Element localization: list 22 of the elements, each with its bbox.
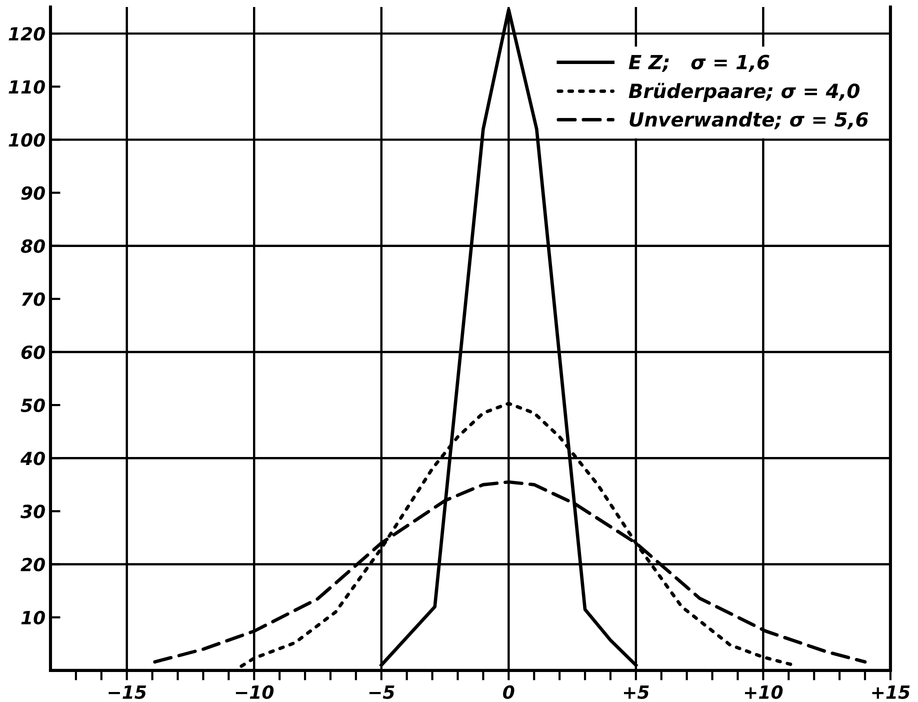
y-tick-label: 30 [20, 504, 45, 518]
x-tick-label: −15 [108, 686, 146, 699]
y-tick-label: 60 [21, 345, 45, 360]
y-tick-label: 10 [21, 610, 45, 624]
y-tick-label: 100 [8, 133, 45, 147]
y-tick-label: 20 [20, 558, 45, 572]
y-tick-label: 120 [8, 27, 45, 41]
legend-label: E Z; σ = 1,6 [628, 54, 770, 72]
y-tick-label: 70 [22, 292, 45, 306]
x-tick-label: +5 [624, 686, 649, 699]
y-tick-label: 50 [20, 398, 45, 412]
legend-label: Unverwandte; σ = 5,6 [630, 112, 868, 130]
x-tick-label: +10 [744, 685, 783, 699]
y-tick-label: 40 [20, 452, 45, 466]
x-tick-label: −5 [369, 686, 394, 699]
x-tick-label: +15 [872, 686, 910, 699]
x-tick-label: −10 [236, 685, 274, 699]
y-tick-label: 110 [8, 80, 45, 94]
y-tick-label: 80 [20, 239, 45, 253]
x-tick-label: 0 [503, 685, 514, 699]
y-tick-label: 90 [21, 186, 45, 200]
legend-label: Brüderpaare; σ = 4,0 [628, 82, 860, 102]
